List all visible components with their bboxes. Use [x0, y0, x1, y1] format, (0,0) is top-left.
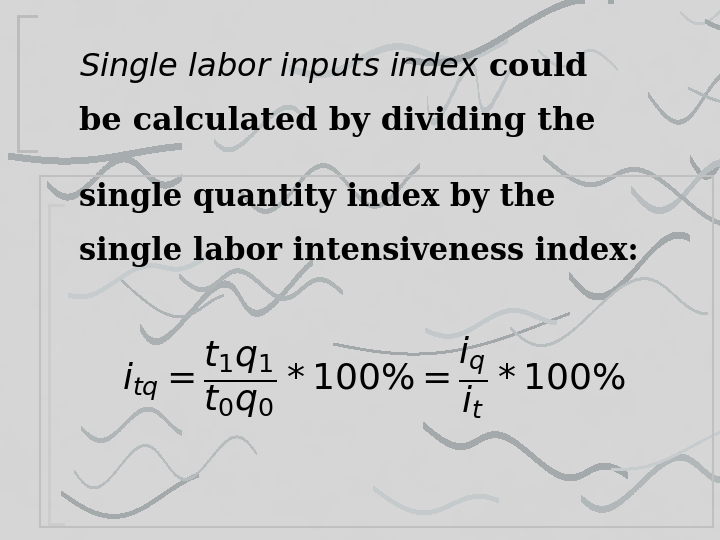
Text: $\mathit{Single\ labor\ inputs\ index}$ could: $\mathit{Single\ labor\ inputs\ index}$ … [79, 50, 588, 85]
Text: single quantity index by the: single quantity index by the [79, 181, 556, 213]
Text: be calculated by dividing the: be calculated by dividing the [79, 106, 595, 137]
Text: single labor intensiveness index:: single labor intensiveness index: [79, 235, 639, 267]
Bar [40, 176, 713, 526]
Text: $i_{tq} = \dfrac{t_1 q_1}{t_0 q_0} * 100\% = \dfrac{i_q}{i_t} * 100\%$: $i_{tq} = \dfrac{t_1 q_1}{t_0 q_0} * 100… [122, 335, 626, 421]
